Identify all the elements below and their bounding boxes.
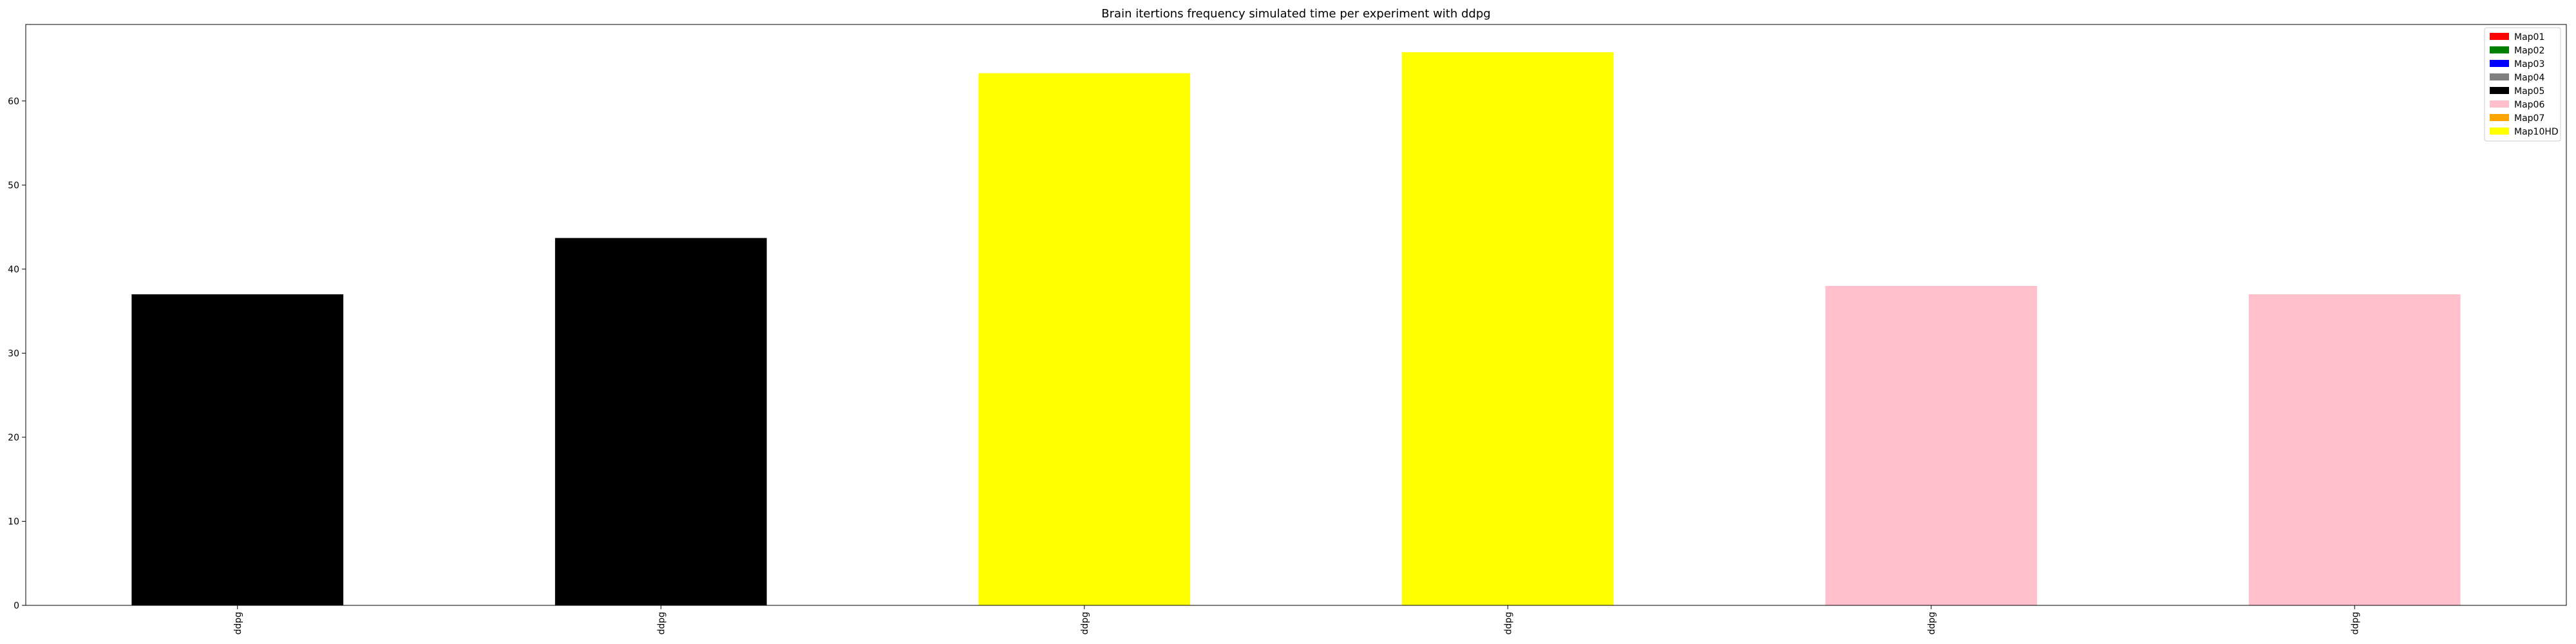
legend-label-map03: Map03 [2514, 59, 2544, 70]
legend-label-map06: Map06 [2514, 100, 2544, 110]
legend-label-map01: Map01 [2514, 32, 2544, 43]
bars-layer [131, 52, 2461, 605]
chart-title: Brain itertions frequency simulated time… [1101, 7, 1490, 21]
legend-label-map04: Map04 [2514, 73, 2544, 83]
y-tick-label-50: 50 [8, 180, 19, 191]
legend-label-map10hd: Map10HD [2514, 127, 2559, 137]
axes-layer: 0 10 20 30 40 50 60 ddpg ddpg ddpg ddpg ddpg ddpg [8, 24, 2567, 635]
legend-swatch-map01 [2490, 33, 2509, 40]
legend-box [2484, 27, 2561, 142]
legend-label-map02: Map02 [2514, 46, 2544, 56]
y-tick-label-10: 10 [8, 516, 19, 527]
legend-swatch-map10hd [2490, 128, 2509, 135]
legend: Map01 Map02 Map03 Map04 Map05 Map06 Map07 Map10… [2484, 27, 2561, 142]
plot-frame [25, 24, 2567, 606]
x-tick-label-2: ddpg [656, 612, 667, 635]
x-tick-label-4: ddpg [1503, 612, 1513, 635]
legend-swatch-map06 [2490, 100, 2509, 108]
legend-swatch-map05 [2490, 87, 2509, 94]
legend-swatch-map07 [2490, 114, 2509, 121]
x-tick-label-6: ddpg [2350, 612, 2360, 635]
bar-5 [1825, 285, 2038, 605]
y-tick-label-30: 30 [8, 348, 19, 359]
bar-3 [978, 73, 1191, 605]
legend-swatch-map04 [2490, 73, 2509, 80]
x-tick-label-3: ddpg [1080, 612, 1090, 635]
x-tick-label-1: ddpg [233, 612, 243, 635]
legend-label-map05: Map05 [2514, 86, 2544, 97]
y-tick-label-40: 40 [8, 265, 19, 275]
legend-swatch-map03 [2490, 60, 2509, 67]
y-tick-label-20: 20 [8, 433, 19, 443]
legend-swatch-map02 [2490, 46, 2509, 53]
x-tick-label-5: ddpg [1927, 612, 1937, 635]
bar-4 [1401, 52, 1614, 605]
y-tick-label-0: 0 [14, 601, 19, 611]
y-tick-label-60: 60 [8, 97, 19, 107]
legend-label-map07: Map07 [2514, 113, 2544, 124]
bar-1 [131, 294, 344, 605]
bar-6 [2248, 294, 2461, 605]
bar-2 [554, 238, 767, 605]
